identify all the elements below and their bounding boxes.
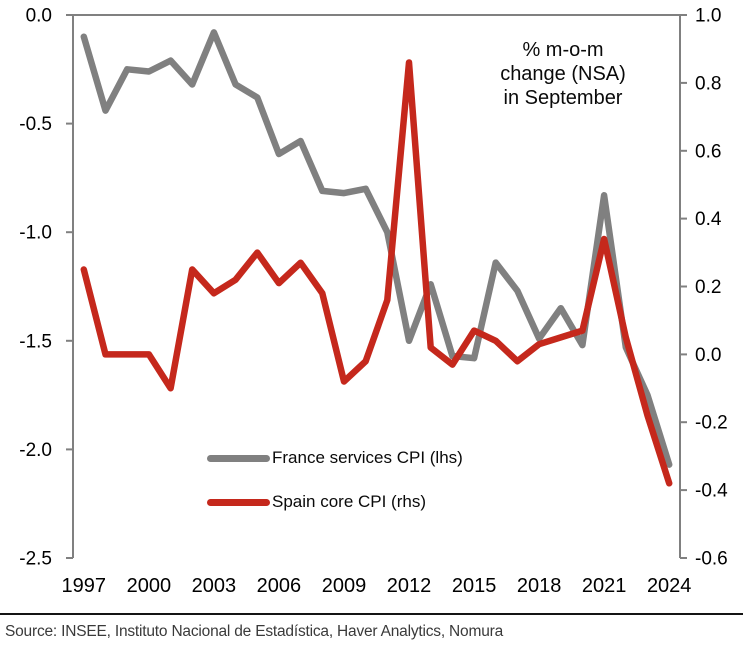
x-axis-tick-label: 2015 <box>452 575 497 597</box>
right-axis-tick-label: -0.6 <box>695 548 728 569</box>
right-axis-labels: 1.0 0.8 0.6 0.4 0.2 0.0 -0.2 -0.4 -0.6 <box>695 5 728 569</box>
annotation-line-2: change (NSA) <box>500 63 626 85</box>
right-axis-tick-label: 0.8 <box>695 73 721 94</box>
right-axis-tick-label: 1.0 <box>695 5 721 26</box>
france-series-line <box>80 29 673 468</box>
x-axis-tick-label: 2003 <box>192 575 237 597</box>
x-axis-tick-label: 2009 <box>322 575 367 597</box>
right-axis-tick-label: -0.4 <box>695 481 728 502</box>
x-axis-tick-label: 2018 <box>517 575 562 597</box>
left-axis-tick-label: -1.5 <box>19 331 52 352</box>
left-axis-tick-label: -0.5 <box>19 114 52 135</box>
right-axis-tick-label: 0.2 <box>695 277 721 298</box>
right-axis-tick-label: 0.4 <box>695 209 722 230</box>
left-axis-tick-label: -2.0 <box>19 440 52 461</box>
x-axis-tick-label: 1997 <box>62 575 107 597</box>
annotation-line-1: % m-o-m <box>522 39 604 61</box>
x-axis-tick-label: 2024 <box>647 575 692 597</box>
source-divider <box>0 613 743 615</box>
x-axis-tick-label: 2006 <box>257 575 302 597</box>
right-axis-tick-label: -0.2 <box>695 413 728 434</box>
legend-item-france-services-cpi: France services CPI (lhs) <box>207 447 463 469</box>
france-line-swatch <box>207 454 270 462</box>
left-axis-tick-label: 0.0 <box>26 5 52 26</box>
x-axis-labels: 1997 2000 2003 2006 2009 2012 2015 2018 2021 2024 <box>62 575 692 597</box>
x-axis-tick-label: 2000 <box>127 575 172 597</box>
right-axis-tick-label: 0.6 <box>695 141 721 162</box>
spain-line-swatch <box>207 498 270 506</box>
chart-annotation: % m-o-m change (NSA) in September <box>463 38 663 110</box>
left-axis-tick-label: -2.5 <box>19 548 52 569</box>
legend-label-spain: Spain core CPI (rhs) <box>272 492 426 511</box>
annotation-line-3: in September <box>503 87 623 109</box>
right-axis-ticks <box>680 14 687 559</box>
right-axis-tick-label: 0.0 <box>695 345 721 366</box>
left-axis-labels: 0.0 -0.5 -1.0 -1.5 -2.0 -2.5 <box>19 5 52 569</box>
source-text: Source: INSEE, Instituto Nacional de Est… <box>5 623 503 640</box>
x-axis-tick-label: 2012 <box>387 575 432 597</box>
chart-legend: France services CPI (lhs) Spain core CPI… <box>207 447 463 513</box>
left-axis-ticks <box>66 14 73 559</box>
spain-series-line <box>80 59 673 487</box>
legend-item-spain-core-cpi: Spain core CPI (rhs) <box>207 491 463 513</box>
left-axis-tick-label: -1.0 <box>19 223 52 244</box>
cpi-line-chart: 0.0 -0.5 -1.0 -1.5 -2.0 -2.5 1.0 0.8 0.6 0.4 0.2 0.… <box>19 5 728 597</box>
legend-label-france: France services CPI (lhs) <box>272 448 463 467</box>
x-axis-tick-label: 2021 <box>582 575 627 597</box>
